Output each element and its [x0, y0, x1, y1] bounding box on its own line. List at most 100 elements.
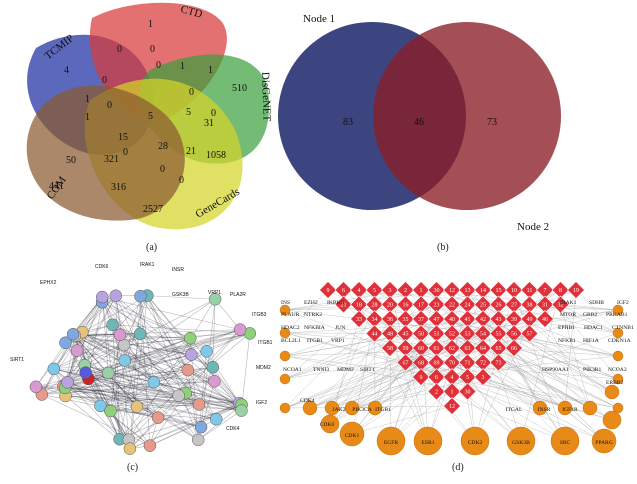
ppi-node [143, 439, 157, 452]
ppi-edge [108, 372, 159, 418]
ppi-edge [102, 296, 191, 339]
target-node [612, 373, 624, 385]
network-edge [358, 304, 429, 442]
compound-number: 27 [511, 303, 517, 309]
ppi-edge [206, 351, 240, 404]
ppi-edge [77, 335, 242, 411]
venn-region-value: 0 [189, 87, 194, 98]
network-edge [374, 362, 437, 409]
network-edge [389, 347, 392, 442]
venn-only-node1: 83 [343, 117, 353, 128]
target-label: IGF1R [562, 407, 578, 413]
compound-number: 19 [573, 288, 579, 294]
compound-number: 57 [527, 332, 533, 338]
ppi-edge [128, 329, 241, 440]
ppi-node-label: MDM2 [256, 365, 271, 371]
compound-number: 64 [480, 346, 486, 352]
compound-number: 71 [465, 361, 471, 367]
ppi-edge [77, 333, 141, 336]
venn-label-ctd: CTD [179, 3, 203, 20]
compound-number: 2 [435, 390, 438, 396]
compound-number: 4 [358, 288, 361, 294]
target-label: NFKB1 [558, 338, 576, 344]
ppi-edge [198, 410, 242, 441]
ppi-edge [185, 392, 240, 404]
ppi-edge [112, 324, 213, 368]
ppi-node [29, 380, 43, 394]
target-label: EPHB1 [558, 325, 575, 331]
ppi-edge [65, 395, 242, 411]
ppi-edge [128, 404, 242, 440]
venn-region-value: 0 [160, 164, 165, 175]
ppi-node [130, 400, 144, 413]
compound-number: 47 [434, 317, 440, 323]
ppi-edge [123, 344, 155, 383]
compound-number: 41 [465, 317, 471, 323]
target-label: EGFR [384, 440, 399, 446]
network-edge [329, 362, 422, 425]
target-node [279, 327, 291, 339]
network-edge [575, 289, 619, 334]
target-label: NTRK2 [304, 312, 322, 318]
ppi-edge [123, 344, 188, 371]
compound-number: 60 [418, 346, 424, 352]
target-label: HSP90AA1 [542, 367, 569, 373]
ppi-edge [140, 296, 155, 383]
network-edge [513, 289, 566, 442]
ppi-edge [147, 295, 216, 300]
venn-region-values: 4 1 510 2527 441 0 0 1 0 0 1 1 0 0 0 1 1… [49, 19, 247, 215]
compound-number: 67 [403, 361, 409, 367]
venn-region-value: 441 [49, 181, 64, 192]
ppi-node [70, 344, 84, 357]
network-edge [467, 333, 619, 380]
compound-number: 35 [403, 317, 409, 323]
compound-number: 1 [420, 288, 423, 294]
venn-region-value: 0 [107, 100, 112, 111]
network-edge [351, 304, 561, 435]
venn-region-value: 28 [158, 141, 168, 152]
ppi-edge [185, 392, 242, 411]
target-node [279, 402, 291, 414]
compound-number: 23 [434, 303, 440, 309]
ppi-node [191, 433, 205, 447]
ppi-node [181, 363, 195, 377]
ppi-edge [82, 295, 148, 333]
ppi-edge [112, 324, 215, 382]
ppi-edge [100, 337, 191, 407]
target-label: JUN [335, 325, 345, 331]
ppi-edge [149, 393, 186, 446]
compound-number: 43 [496, 317, 502, 323]
ppi-node [106, 318, 119, 332]
compound-number: 6 [435, 375, 438, 381]
ppi-edge [77, 350, 242, 405]
compound-diamond [381, 339, 399, 357]
ppi-edge [149, 402, 240, 446]
target-label: INS [281, 300, 290, 306]
ppi-edge [147, 295, 189, 371]
ppi-edge [85, 329, 241, 373]
ppi-node [210, 412, 223, 426]
network-edge [284, 347, 391, 380]
target-label: ITGB1 [307, 338, 323, 344]
ppi-edge [115, 295, 120, 440]
target-node [506, 426, 536, 456]
ppi-edges [35, 295, 251, 449]
compound-number: 34 [372, 317, 378, 323]
compound-number: 12 [449, 288, 455, 294]
venn-only-node2: 73 [487, 117, 497, 128]
compound-number: 12 [449, 404, 455, 410]
compound-number: 5 [373, 288, 376, 294]
target-label: IGF2 [617, 300, 629, 306]
compound-diamond [505, 339, 523, 357]
ppi-edge [139, 333, 213, 368]
target-label: TNNI3 [313, 367, 329, 373]
ppi-edge [53, 368, 179, 396]
ppi-node [59, 336, 72, 350]
ppi-edge [65, 395, 200, 405]
ppi-node [109, 289, 122, 303]
ppi-edge [67, 329, 241, 383]
ppi-nodes [29, 289, 257, 455]
target-label: INSR [538, 407, 551, 413]
network-edge [482, 318, 605, 442]
